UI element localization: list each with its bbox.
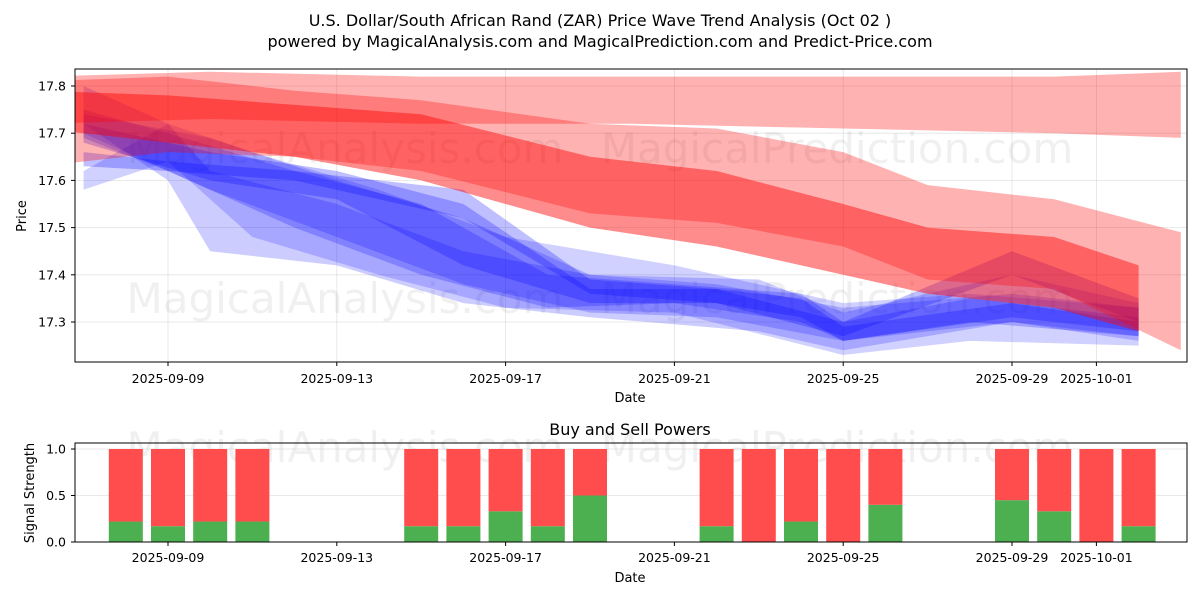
signal-axes-frame [74, 442, 1188, 543]
price-watermarks: MagicalAnalysis.com MagicalPrediction.co… [127, 124, 1074, 323]
x-tick-label: 2025-09-29 [976, 371, 1049, 386]
buy-band-3 [83, 114, 1139, 341]
price-y-label: Price [15, 200, 30, 232]
x-tick-label: 2025-09-17 [469, 371, 542, 386]
price-axes-frame [74, 68, 1188, 363]
buy-bar [404, 526, 439, 542]
buy-bar [699, 526, 734, 542]
y-tick-label: 17.5 [38, 220, 66, 235]
sell-bar [868, 449, 903, 505]
watermark-text: MagicalAnalysis.com [127, 124, 564, 173]
y-tick-label: 17.4 [38, 267, 66, 282]
buy-bar [868, 504, 903, 542]
y-tick-label: 17.8 [38, 79, 66, 94]
x-tick-label: 2025-09-29 [976, 550, 1049, 565]
signal-y-ticks: 0.0 0.5 1.0 [46, 442, 75, 550]
buy-bar [193, 521, 228, 542]
watermark-text: MagicalAnalysis.com [127, 274, 564, 323]
x-tick-label: 2025-09-17 [469, 550, 542, 565]
watermark-text: MagicalPrediction.com [601, 274, 1074, 323]
price-plot: MagicalAnalysis.com MagicalPrediction.co… [15, 68, 1188, 406]
y-tick-label: 17.3 [38, 315, 66, 330]
sell-bar [193, 449, 228, 522]
buy-band-5 [83, 123, 1139, 341]
x-tick-label: 2025-09-13 [300, 371, 373, 386]
sell-bar [151, 449, 185, 527]
signal-bars [108, 449, 1156, 542]
x-tick-label: 2025-09-21 [638, 550, 711, 565]
sell-bar [1037, 449, 1072, 512]
x-tick-label: 2025-09-25 [807, 371, 880, 386]
sell-bar [530, 449, 565, 527]
signal-x-label: Date [614, 571, 645, 586]
buy-bar [235, 521, 270, 542]
buy-band-2 [83, 86, 1139, 351]
sell-bar [784, 449, 818, 522]
signal-y-label: Signal Strength [23, 443, 38, 543]
chart-title: U.S. Dollar/South African Rand (ZAR) Pri… [309, 11, 892, 30]
sell-band-core [75, 91, 1139, 332]
sell-bar [699, 449, 734, 527]
x-tick-label: 2025-10-01 [1060, 550, 1133, 565]
buy-bar [151, 526, 185, 542]
x-tick-label: 2025-09-21 [638, 371, 711, 386]
x-tick-label: 2025-09-13 [300, 550, 373, 565]
buy-bar [530, 526, 565, 542]
price-bands [75, 71, 1181, 355]
sell-bar [446, 449, 481, 527]
y-tick-label: 17.7 [38, 126, 66, 141]
buy-bar [1037, 511, 1072, 542]
buy-bar [446, 526, 481, 542]
signal-title: Buy and Sell Powers [549, 420, 711, 439]
y-tick-label: 0.0 [46, 535, 66, 550]
sell-bar [108, 449, 143, 522]
y-tick-label: 17.6 [38, 173, 66, 188]
price-x-label: Date [614, 391, 645, 406]
buy-bar [784, 521, 818, 542]
sell-bar [235, 449, 270, 522]
buy-bar [573, 495, 607, 542]
sell-bar [573, 449, 607, 496]
signal-x-ticks: 2025-09-09 2025-09-13 2025-09-17 2025-09-21… [132, 542, 1133, 565]
buy-bar [1121, 526, 1156, 542]
buy-bar [488, 511, 523, 542]
sell-bar [1079, 449, 1114, 542]
chart-subtitle: powered by MagicalAnalysis.com and Magic… [267, 32, 932, 51]
price-y-ticks: 17.3 17.4 17.5 17.6 17.7 17.8 [38, 79, 75, 330]
buy-bar [108, 521, 143, 542]
buy-bar [995, 500, 1029, 542]
y-tick-label: 1.0 [46, 442, 66, 457]
x-tick-label: 2025-09-25 [807, 550, 880, 565]
sell-bar [995, 449, 1029, 501]
price-x-ticks: 2025-09-09 2025-09-13 2025-09-17 2025-09-21… [132, 362, 1133, 386]
signal-plot: Buy and Sell Powers MagicalAnalysis.com … [23, 420, 1188, 586]
sell-bar [826, 449, 861, 542]
x-tick-label: 2025-10-01 [1060, 371, 1133, 386]
sell-bar [488, 449, 523, 512]
sell-bar [741, 449, 776, 542]
sell-bar [1121, 449, 1156, 527]
buy-band-1 [83, 123, 1139, 355]
sell-band-upper [75, 71, 1181, 138]
x-tick-label: 2025-09-09 [132, 371, 205, 386]
y-tick-label: 0.5 [46, 488, 66, 503]
sell-band-middle [75, 76, 1181, 351]
buy-band-4 [83, 109, 1139, 341]
price-grid [75, 69, 1187, 362]
sell-bar [404, 449, 439, 527]
buy-band-6 [83, 152, 1139, 337]
x-tick-label: 2025-09-09 [132, 550, 205, 565]
watermark-text: MagicalPrediction.com [601, 124, 1074, 173]
